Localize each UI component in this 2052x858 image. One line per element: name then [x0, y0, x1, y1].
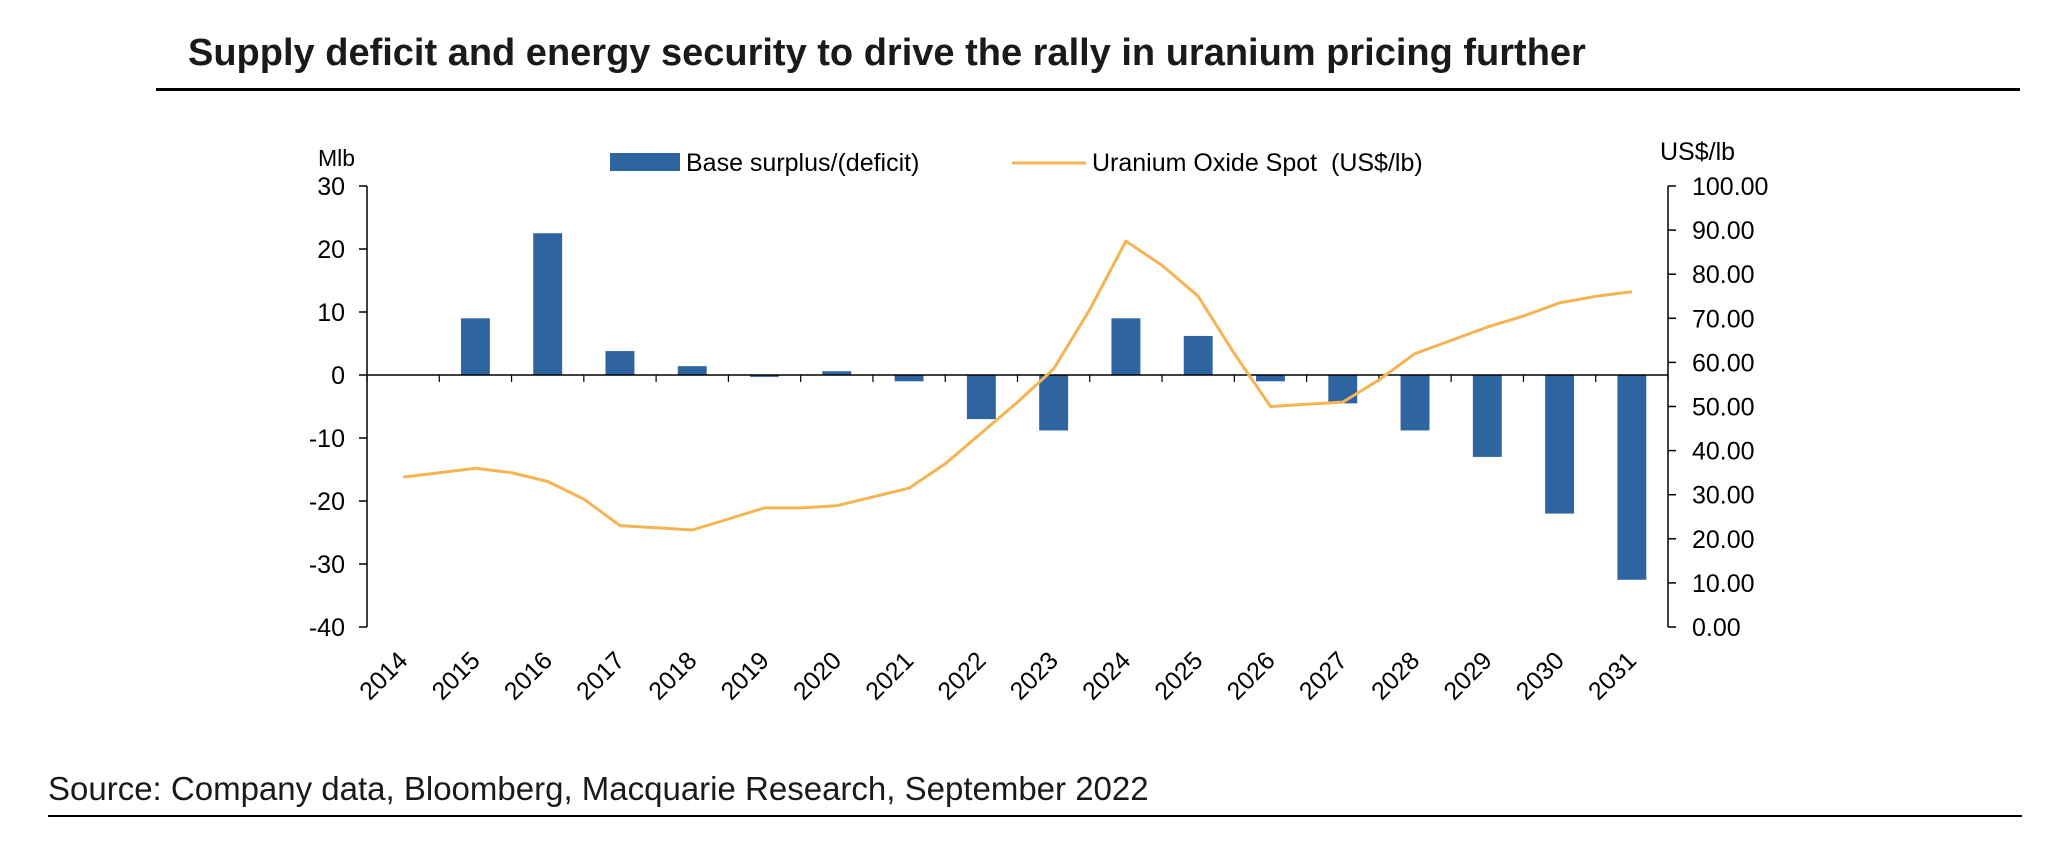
bar-2020 [822, 371, 852, 375]
x-tick-label-2019: 2019 [716, 646, 775, 705]
right-axis-label: US$/lb [1660, 138, 1735, 166]
right-axis-tick-label: 90.00 [1692, 217, 1755, 245]
bar-2026 [1256, 375, 1285, 382]
bar-2015 [460, 318, 490, 375]
legend-label-bar: Base surplus/(deficit) [686, 149, 919, 177]
legend-label-line: Uranium Oxide Spot (US$/lb) [1092, 149, 1423, 177]
bar-2027 [1328, 375, 1358, 404]
x-tick-label-2026: 2026 [1222, 646, 1281, 705]
chart-title: Supply deficit and energy security to dr… [188, 32, 1586, 74]
x-tick-label-2020: 2020 [788, 646, 847, 705]
bar-2024 [1111, 318, 1141, 375]
x-tick-label-2022: 2022 [932, 646, 991, 705]
x-tick-label-2016: 2016 [499, 646, 558, 705]
legend-swatch-bar [610, 153, 680, 171]
bar-2021 [894, 375, 924, 382]
x-tick-label-2025: 2025 [1149, 646, 1208, 705]
x-tick-label-2031: 2031 [1583, 646, 1642, 705]
x-tick-label-2023: 2023 [1005, 646, 1064, 705]
right-axis-tick-label: 20.00 [1692, 526, 1755, 554]
left-axis-tick-label: -30 [309, 551, 345, 579]
right-axis-tick-label: 0.00 [1692, 614, 1741, 642]
bar-2022 [966, 375, 996, 420]
x-tick-label-2028: 2028 [1366, 646, 1425, 705]
right-axis-tick-label: 70.00 [1692, 305, 1755, 333]
x-tick-label-2029: 2029 [1438, 646, 1497, 705]
left-axis-tick-label: 20 [317, 236, 345, 264]
right-axis-tick-label: 10.00 [1692, 570, 1755, 598]
bar-2019 [750, 375, 779, 377]
source-rule [48, 815, 2022, 817]
bar-2017 [605, 351, 635, 375]
x-tick-label-2015: 2015 [427, 646, 486, 705]
x-tick-label-2021: 2021 [860, 646, 919, 705]
left-axis-tick-label: -20 [309, 488, 345, 516]
x-tick-label-2018: 2018 [643, 646, 702, 705]
title-rule [156, 88, 2020, 91]
right-axis-tick-label: 60.00 [1692, 349, 1755, 377]
bar-2023 [1039, 375, 1069, 431]
right-axis-tick-label: 50.00 [1692, 394, 1755, 422]
left-axis-tick-label: 0 [331, 362, 345, 390]
bar-2031 [1617, 375, 1647, 580]
right-axis-tick-label: 80.00 [1692, 261, 1755, 289]
x-tick-label-2017: 2017 [571, 646, 630, 705]
left-axis-label: Mlb [318, 145, 355, 171]
right-axis-tick-label: 40.00 [1692, 438, 1755, 466]
x-tick-label-2024: 2024 [1077, 646, 1136, 705]
bar-2030 [1545, 375, 1575, 514]
left-axis-tick-label: 10 [317, 299, 345, 327]
left-axis-tick-label: -10 [309, 425, 345, 453]
left-axis-tick-label: 30 [317, 173, 345, 201]
source-note: Source: Company data, Bloomberg, Macquar… [48, 770, 1149, 807]
x-tick-label-2014: 2014 [354, 646, 413, 705]
bar-2016 [533, 233, 563, 375]
bar-2028 [1400, 375, 1430, 431]
x-tick-label-2027: 2027 [1294, 646, 1353, 705]
bar-2029 [1472, 375, 1502, 457]
right-axis-tick-label: 30.00 [1692, 482, 1755, 510]
left-axis-tick-label: -40 [309, 614, 345, 642]
line-uranium-spot [402, 239, 1633, 532]
x-tick-label-2030: 2030 [1511, 646, 1570, 705]
right-axis-tick-label: 100.00 [1692, 173, 1768, 201]
bar-2018 [677, 366, 707, 375]
bar-2025 [1183, 335, 1213, 375]
